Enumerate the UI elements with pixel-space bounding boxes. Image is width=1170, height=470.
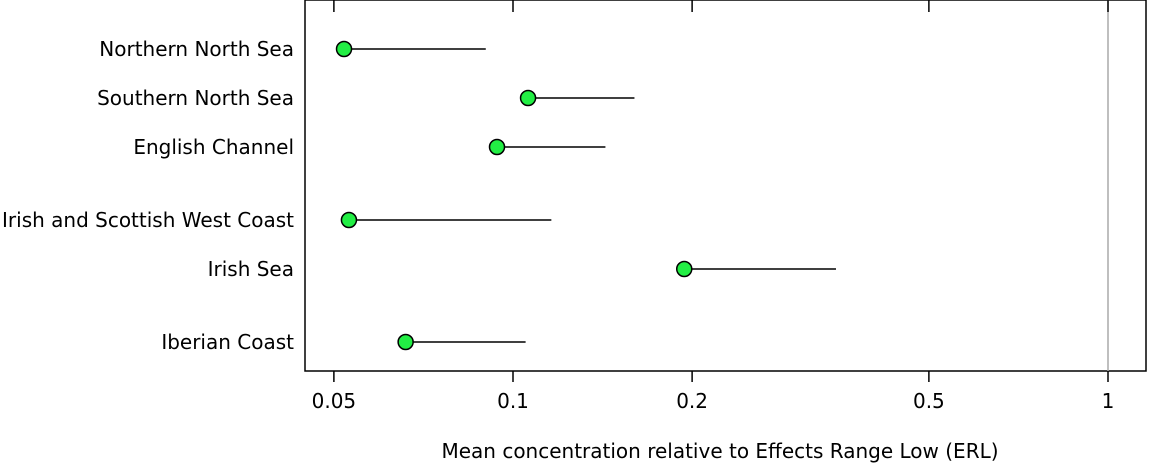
- mean-point: [519, 89, 537, 107]
- row: Southern North Sea: [97, 86, 635, 110]
- category-label: Southern North Sea: [97, 86, 294, 110]
- mean-point: [675, 260, 693, 278]
- category-label: Iberian Coast: [161, 330, 294, 354]
- mean-point: [397, 333, 414, 351]
- row: English Channel: [133, 135, 606, 159]
- row: Northern North Sea: [99, 37, 486, 61]
- category-label: Irish and Scottish West Coast: [2, 208, 294, 232]
- mean-point: [340, 211, 358, 229]
- plot-frame: [304, 0, 1147, 372]
- x-tick-label: 1: [1102, 389, 1115, 413]
- row: Iberian Coast: [161, 330, 526, 354]
- x-tick-label: 0.05: [312, 389, 357, 413]
- category-label: English Channel: [133, 135, 294, 159]
- row: Irish and Scottish West Coast: [2, 208, 552, 232]
- row: Irish Sea: [208, 257, 836, 281]
- mean-point: [335, 40, 353, 58]
- category-label: Irish Sea: [208, 257, 294, 281]
- mean-point: [488, 138, 506, 156]
- x-axis-label: Mean concentration relative to Effects R…: [441, 439, 998, 463]
- category-label: Northern North Sea: [99, 37, 294, 61]
- x-tick-label: 0.1: [497, 389, 529, 413]
- x-tick-label: 0.2: [676, 389, 708, 413]
- x-tick-label: 0.5: [913, 389, 945, 413]
